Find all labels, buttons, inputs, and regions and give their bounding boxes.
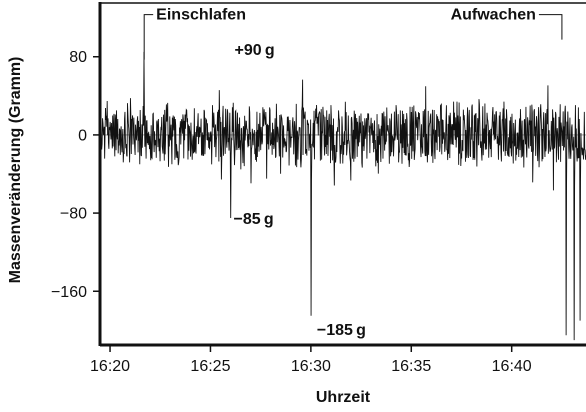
x-axis-title: Uhrzeit bbox=[316, 389, 371, 406]
annotation-leader-einschlafen bbox=[143, 14, 154, 60]
plot-frame bbox=[98, 2, 586, 347]
annotation-minus85: −85 g bbox=[234, 211, 274, 228]
annotation-plus90: +90 g bbox=[235, 42, 275, 59]
x-tick-label: 16:25 bbox=[190, 358, 230, 375]
y-tick-label: 0 bbox=[78, 127, 87, 144]
x-tick-label: 16:35 bbox=[391, 358, 431, 375]
series-group bbox=[100, 51, 586, 341]
series-mass-change-line bbox=[100, 51, 586, 341]
annotations-group: Einschlafen +90 g −85 g −185 g Aufwachen bbox=[143, 7, 563, 339]
y-tick-label: 80 bbox=[69, 49, 87, 66]
annotation-aufwachen: Aufwachen bbox=[451, 7, 536, 24]
annotation-leader-aufwachen bbox=[538, 14, 563, 40]
annotation-minus185: −185 g bbox=[317, 322, 366, 339]
x-tick-label: 16:40 bbox=[492, 358, 532, 375]
annotation-einschlafen: Einschlafen bbox=[156, 7, 246, 24]
x-tick-label: 16:30 bbox=[291, 358, 331, 375]
x-tick-label: 16:20 bbox=[90, 358, 130, 375]
axis-ticks: 80 0 −80 −160 16:20 16:25 16:30 16:35 16:40 bbox=[51, 49, 532, 375]
y-tick-label: −160 bbox=[51, 284, 87, 301]
y-axis-title: Massenveränderung (Gramm) bbox=[7, 57, 24, 284]
y-tick-label: −80 bbox=[60, 206, 87, 223]
